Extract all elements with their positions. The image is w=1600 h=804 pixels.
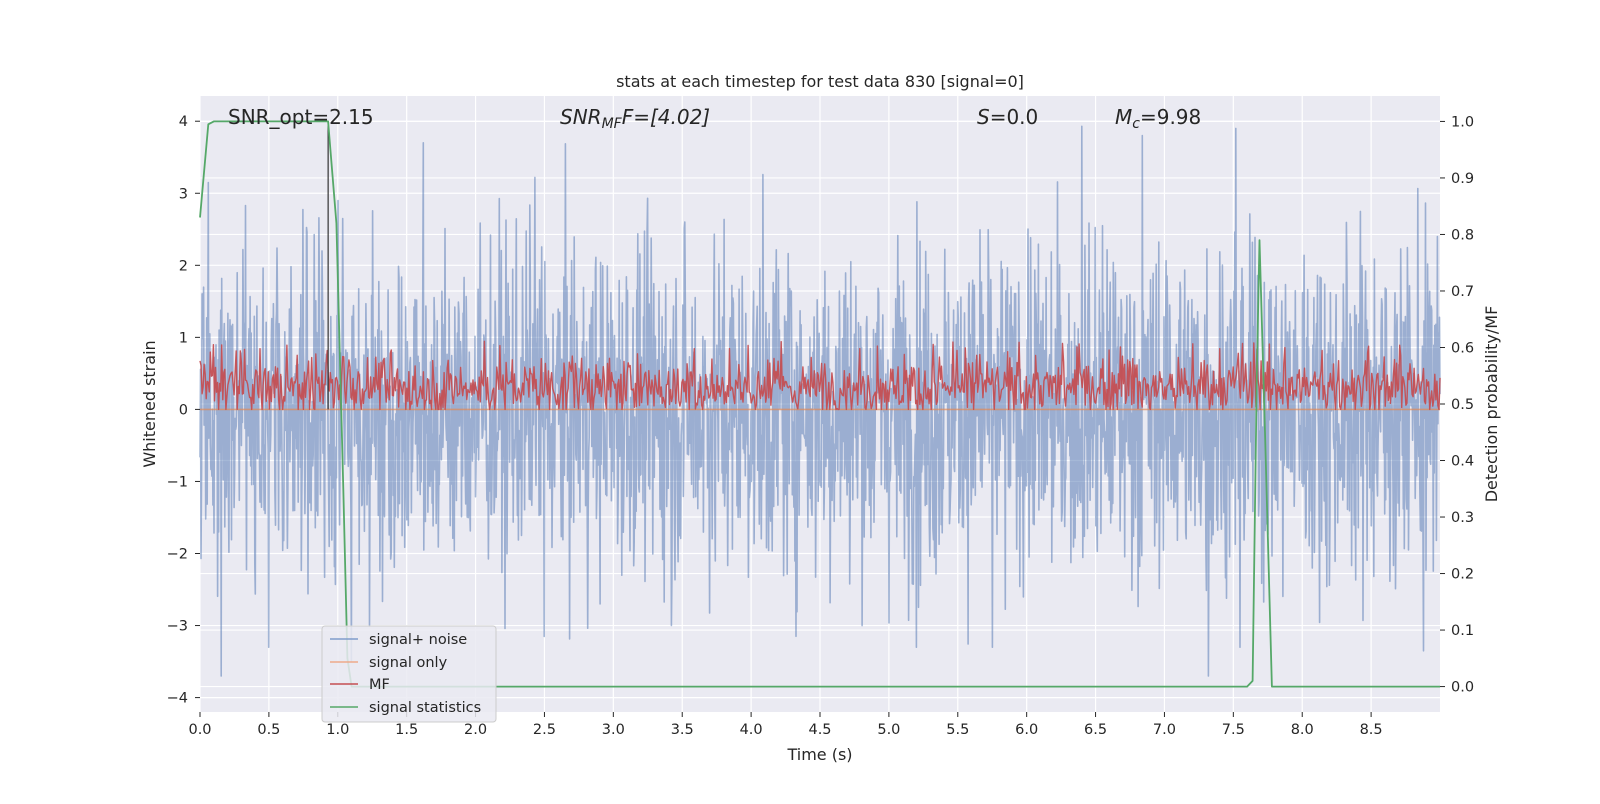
y-tick-label: 3: [179, 186, 188, 202]
y-axis-left-ticks: 4 3 2 1 0 −1 −2 −3 −4: [167, 114, 200, 707]
x-tick-label: 3.0: [602, 722, 625, 738]
y-right-tick-label: 0.8: [1451, 227, 1474, 243]
x-tick-label: 5.0: [877, 722, 900, 738]
y-right-tick-label: 0.5: [1451, 397, 1474, 413]
annotation-snr-mf-rest: F=[4.02]: [622, 105, 710, 129]
annotation-snr-mf: SNRMFF=[4.02]: [560, 105, 710, 132]
x-tick-label: 4.5: [808, 722, 831, 738]
x-tick-label: 0.5: [257, 722, 280, 738]
legend-label-signal-statistics: signal statistics: [369, 700, 481, 716]
legend-label-mf: MF: [369, 677, 390, 693]
legend-box: [321, 625, 497, 723]
legend-label-signal-noise: signal+ noise: [369, 632, 467, 648]
x-tick-label: 8.0: [1291, 722, 1314, 738]
y-tick-label: −4: [167, 691, 188, 707]
y-tick-label: 1: [179, 330, 188, 346]
legend: signal+ noise signal only MF signal stat…: [321, 625, 497, 723]
y-right-tick-label: 0.6: [1451, 340, 1474, 356]
x-tick-label: 6.0: [1015, 722, 1038, 738]
y-right-tick-label: 1.0: [1451, 114, 1474, 130]
y-tick-label: 4: [179, 114, 188, 130]
y-axis-right-ticks: 1.0 0.9 0.8 0.7 0.6 0.5 0.4 0.3 0.2 0.1 0.0: [1440, 114, 1474, 696]
annotation-s-rest: =0.0: [990, 105, 1039, 129]
y-right-tick-label: 0.3: [1451, 510, 1474, 526]
annotation-s: S=0.0: [977, 105, 1038, 129]
y-axis-right-label: Detection probability/MF: [1482, 306, 1501, 503]
x-tick-label: 7.5: [1222, 722, 1245, 738]
series-mf: [199, 340, 1441, 411]
y-tick-label: −2: [167, 546, 188, 562]
x-tick-label: 2.5: [533, 722, 556, 738]
mf-line: [199, 340, 1441, 411]
y-tick-label: 2: [179, 258, 188, 274]
x-tick-label: 8.5: [1360, 722, 1383, 738]
x-tick-label: 3.5: [671, 722, 694, 738]
annotation-snr-mf-main: SNR: [560, 105, 602, 129]
y-right-tick-label: 0.0: [1451, 680, 1474, 696]
x-tick-label: 5.5: [946, 722, 969, 738]
chart-title: stats at each timestep for test data 830…: [616, 72, 1024, 91]
annotation-mc-sub: c: [1132, 116, 1140, 132]
x-tick-label: 7.0: [1153, 722, 1176, 738]
y-right-tick-label: 0.2: [1451, 567, 1474, 583]
y-tick-label: −1: [167, 474, 188, 490]
legend-label-signal-only: signal only: [369, 655, 448, 671]
annotation-snr-opt: SNR_opt=2.15: [228, 105, 374, 129]
x-tick-label: 1.5: [395, 722, 418, 738]
y-tick-label: 0: [179, 402, 188, 418]
y-tick-label: −3: [167, 619, 188, 635]
x-tick-label: 4.0: [740, 722, 763, 738]
annotation-snr-mf-sub: MF: [602, 116, 623, 132]
annotation-mc-rest: =9.98: [1140, 105, 1201, 129]
x-tick-label: 0.0: [188, 722, 211, 738]
signal-noise-line: [199, 125, 1441, 677]
x-tick-label: 1.0: [326, 722, 349, 738]
y-right-tick-label: 0.7: [1451, 284, 1474, 300]
x-axis-ticks: 0.0 0.5 1.0 1.5 2.0 2.5 3.0 3.5 4.0 4.5 5.0 5.5 6.0 6…: [188, 712, 1383, 738]
y-right-tick-label: 0.9: [1451, 171, 1474, 187]
y-axis-left-label: Whitened strain: [140, 340, 159, 467]
annotation-mc-var: M: [1115, 105, 1132, 129]
y-right-tick-label: 0.1: [1451, 623, 1474, 639]
y-right-tick-label: 0.4: [1451, 454, 1474, 470]
annotation-mc: Mc=9.98: [1115, 105, 1201, 132]
x-tick-label: 2.0: [464, 722, 487, 738]
x-axis-label: Time (s): [786, 745, 852, 764]
x-tick-label: 6.5: [1084, 722, 1107, 738]
annotation-s-var: S: [977, 105, 990, 129]
series-signal-noise: [199, 125, 1441, 677]
